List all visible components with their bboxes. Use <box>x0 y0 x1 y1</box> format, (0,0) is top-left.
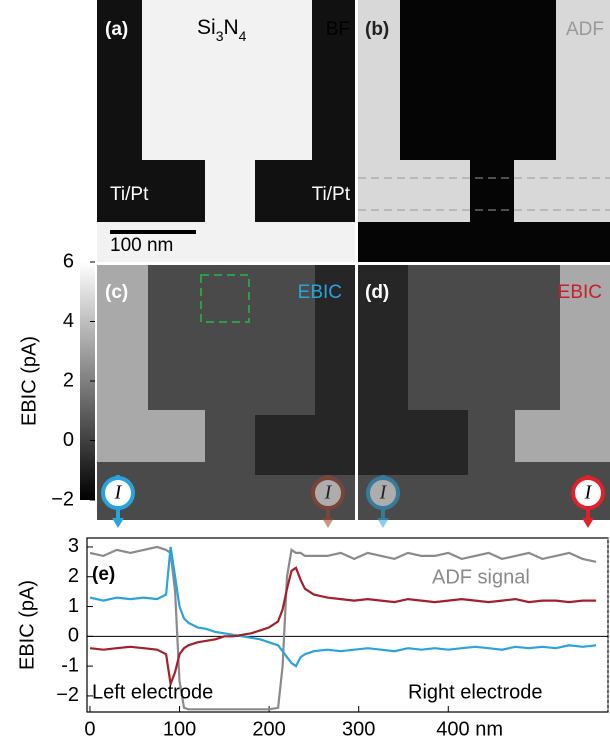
panel-c: (c) EBIC <box>97 265 355 520</box>
panel-label: (d) <box>365 282 389 303</box>
scale-label: 100 nm <box>110 235 173 256</box>
material: Si3N4 <box>197 16 247 44</box>
colorbar-ticks: 6 4 2 0 −2 <box>51 250 95 510</box>
series-line <box>89 546 597 668</box>
electrode-right <box>255 0 355 222</box>
colorbar-label: EBIC (pA) <box>18 336 40 426</box>
icon-arrow <box>377 518 389 528</box>
icon-arrow <box>322 518 334 528</box>
mode-label: EBIC <box>558 282 602 303</box>
material-sub: 3 <box>216 28 224 44</box>
region-box <box>200 274 250 323</box>
x-tick-label: 400 nm <box>436 718 503 740</box>
electrode-left <box>358 265 468 475</box>
current-icon: I <box>311 475 345 528</box>
x-tick-label: 100 <box>163 718 196 740</box>
icon-symbol: I <box>379 482 388 504</box>
icon-symbol: I <box>114 482 123 504</box>
panel-b: (b) ADF <box>358 0 610 262</box>
x-tick-label: 200 <box>252 718 285 740</box>
y-tick-label: -1 <box>61 654 79 676</box>
electrode-left <box>358 0 470 222</box>
material-el: Si <box>197 16 216 39</box>
electrode-left <box>97 265 205 462</box>
colorbar-tick-label: 0 <box>63 429 74 451</box>
electrode-right <box>515 265 610 462</box>
colorbar-tick-label: 6 <box>63 250 74 272</box>
electrode-left <box>97 0 205 222</box>
current-icon: I <box>571 475 605 528</box>
series-label: ADF signal <box>432 566 530 588</box>
panel-e: EBIC (pA) (e) 0 100 200 300 400 nm 3 2 1 0 -1 −2 AD… <box>16 535 609 740</box>
y-axis-label: EBIC (pA) <box>16 580 38 670</box>
mode-label: EBIC <box>298 282 342 303</box>
icon-symbol: I <box>584 482 593 504</box>
series-line <box>89 566 597 689</box>
panel-label: (a) <box>105 19 128 40</box>
series-label: Right electrode <box>408 681 543 703</box>
x-tick-label: 300 <box>342 718 375 740</box>
y-tick-label: 3 <box>68 535 79 557</box>
icon-symbol: I <box>324 482 333 504</box>
electrode-right <box>255 265 355 475</box>
icon-circle <box>101 476 135 510</box>
icon-arrow <box>112 518 124 528</box>
material-sub: 4 <box>239 28 247 44</box>
panel-label: (b) <box>365 19 389 40</box>
current-icon: I <box>366 475 400 528</box>
mode-label: ADF <box>566 19 604 40</box>
electrode-right <box>514 0 610 222</box>
y-tick-label: 2 <box>68 565 79 587</box>
y-tick-label: 0 <box>68 625 79 647</box>
y-tick-label: 1 <box>68 595 79 617</box>
panel-a: (a) Si3N4 BF Ti/Pt Ti/Pt 100 nm <box>97 0 355 262</box>
icon-arrow <box>582 518 594 528</box>
mode-label: BF <box>326 19 350 40</box>
icon-circle <box>366 476 400 510</box>
series-label: Left electrode <box>92 681 213 703</box>
colorbar-tick-label: 4 <box>63 310 74 332</box>
colorbar-tick-label: 2 <box>63 369 74 391</box>
x-tick-label: 0 <box>84 718 95 740</box>
electrode-label: Ti/Pt <box>312 184 351 205</box>
y-tick-label: −2 <box>56 684 79 706</box>
icon-circle <box>311 476 345 510</box>
icon-circle <box>571 476 605 510</box>
panel-label: (c) <box>105 282 128 303</box>
current-icon: I <box>101 475 135 528</box>
series-line <box>89 545 597 711</box>
panel-label: (e) <box>92 564 115 585</box>
panel-d: (d) EBIC <box>358 265 610 520</box>
colorbar-tick-label: −2 <box>51 488 74 510</box>
material-el: N <box>223 16 238 39</box>
electrode-label: Ti/Pt <box>110 184 149 205</box>
